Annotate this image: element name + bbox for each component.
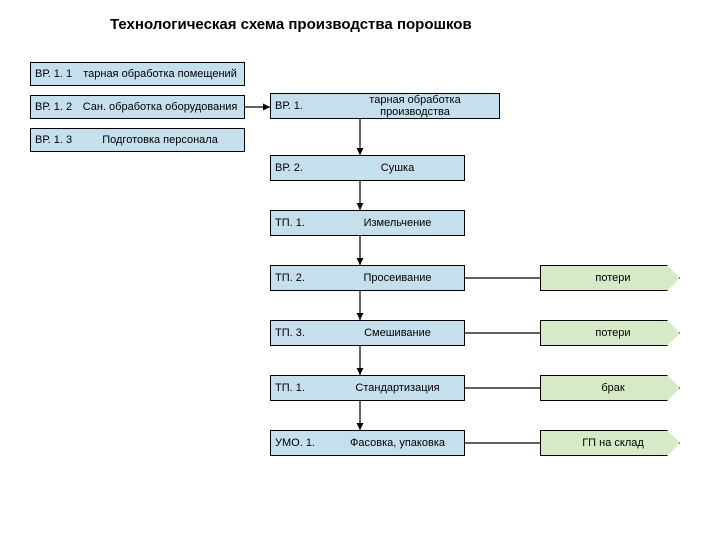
right-box: ТП. 1.Стандартизация (270, 375, 465, 401)
box-code: ВР. 1. (271, 100, 331, 112)
box-code: ВР. 2. (271, 162, 331, 174)
box-label: Фасовка, упаковка (331, 437, 464, 449)
box-label: тарная обработка производства (331, 94, 499, 118)
right-box: ТП. 1.Измельчение (270, 210, 465, 236)
right-box: ТП. 2.Просеивание (270, 265, 465, 291)
box-label: Стандартизация (331, 382, 464, 394)
box-code: ТП. 1. (271, 382, 331, 394)
side-tag-label: потери (541, 272, 679, 284)
left-box: ВР. 1. 1тарная обработка помещений (30, 62, 245, 86)
box-code: УМО. 1. (271, 437, 331, 449)
left-box: ВР. 1. 3Подготовка персонала (30, 128, 245, 152)
side-tag: ГП на склад (540, 430, 680, 456)
box-code: ВР. 1. 3 (31, 134, 76, 146)
box-label: тарная обработка помещений (76, 68, 244, 80)
box-code: ВР. 1. 2 (31, 101, 76, 113)
right-box: ВР. 1.тарная обработка производства (270, 93, 500, 119)
side-tag-label: потери (541, 327, 679, 339)
box-code: ТП. 3. (271, 327, 331, 339)
right-box: ВР. 2.Сушка (270, 155, 465, 181)
side-tag: брак (540, 375, 680, 401)
right-box: ТП. 3.Смешивание (270, 320, 465, 346)
side-tag: потери (540, 320, 680, 346)
side-tag: потери (540, 265, 680, 291)
diagram-title: Технологическая схема производства порош… (110, 16, 472, 33)
box-code: ТП. 1. (271, 217, 331, 229)
box-label: Смешивание (331, 327, 464, 339)
side-tag-label: ГП на склад (541, 437, 679, 449)
side-tag-label: брак (541, 382, 679, 394)
box-label: Измельчение (331, 217, 464, 229)
box-code: ВР. 1. 1 (31, 68, 76, 80)
box-label: Просеивание (331, 272, 464, 284)
box-code: ТП. 2. (271, 272, 331, 284)
box-label: Сушка (331, 162, 464, 174)
box-label: Подготовка персонала (76, 134, 244, 146)
box-label: Сан. обработка оборудования (76, 101, 244, 113)
right-box: УМО. 1.Фасовка, упаковка (270, 430, 465, 456)
left-box: ВР. 1. 2Сан. обработка оборудования (30, 95, 245, 119)
